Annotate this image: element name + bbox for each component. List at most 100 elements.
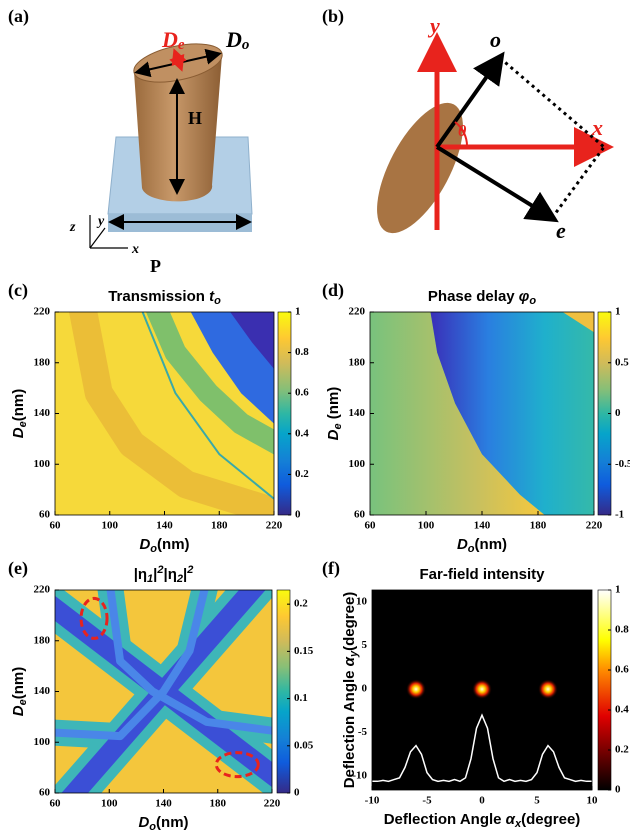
text-part: y [427,13,440,38]
text-part: D [457,536,468,553]
diagram-label: y [427,13,440,38]
colorbar [278,312,291,515]
colorbar-tick-label: 1 [615,306,621,318]
text-part: Far-field intensity [419,566,545,583]
panel-label: (a) [8,6,29,27]
y-tick-label: 140 [34,685,51,697]
y-axis-label: De (nm) [325,387,344,441]
y-axis-label: Deflection Angle αy(degree) [341,592,360,789]
text-part: x [591,115,603,140]
colorbar-tick-label: 0.8 [615,624,629,636]
colorbar-tick-label: -0.5 [615,458,630,470]
y-tick-label: 140 [349,407,366,419]
colorbar-tick-label: 0.2 [615,744,629,756]
colorbar-tick-label: 0.4 [615,704,629,716]
text-part: o [490,27,501,52]
diagram-label: z [69,220,76,235]
x-tick-label: 100 [102,520,119,532]
y-tick-label: 100 [349,458,366,470]
y-tick-label: -5 [358,726,368,738]
diagram-label: e [556,218,566,243]
colorbar-tick-label: 1 [295,306,301,318]
y-tick-label: 100 [34,458,51,470]
text-part: y [96,214,105,229]
colorbar-tick-label: 0 [295,509,301,521]
x-tick-label: 220 [264,798,281,810]
y-tick-label: 60 [39,509,51,521]
x-axis-label: Do(nm) [138,814,188,833]
colorbar-tick-label: 0.1 [294,692,308,704]
text-part: (nm) [156,814,189,831]
text-part: D [225,27,242,52]
colorbar [598,590,611,790]
x-tick-label: 60 [365,520,377,532]
y-tick-label: 100 [34,736,51,748]
text-part: Transmission [108,288,209,305]
text-part: (nm) [157,536,190,553]
text-part: D [138,814,149,831]
text-part: x [131,242,139,257]
text-part: 2 [176,573,183,585]
heatmap [372,590,592,790]
colorbar-tick-label: 0.6 [615,664,629,676]
x-tick-label: 100 [101,798,118,810]
diagram-label: Do [225,27,249,53]
figure: (a)(b)DeDoHPzyxyoθxe60100140180220601001… [0,0,630,833]
x-tick-label: 10 [587,795,599,807]
x-tick-label: 140 [155,798,172,810]
x-axis-label: Do(nm) [457,536,507,555]
heatmap [370,312,594,515]
x-tick-label: 100 [418,520,435,532]
text-part: θ [458,123,467,140]
colorbar-tick-label: 0.5 [615,356,629,368]
colorbar-tick-label: 0.15 [294,645,314,657]
y-axis-label: De(nm) [10,667,29,716]
intensity-spot [472,679,492,699]
colorbar-tick-label: 0.8 [295,346,309,358]
diagram-label: y [96,214,105,229]
x-tick-label: 180 [211,520,228,532]
y-tick-label: 220 [34,584,51,596]
text-part: e [178,37,185,53]
text-part: D [10,705,27,716]
text-part: φ [519,288,530,305]
text-part: o [214,295,221,307]
x-tick-label: 140 [474,520,491,532]
text-part: (degree) [521,811,580,828]
x-tick-label: 0 [479,795,485,807]
y-axis-label: De(nm) [10,389,29,438]
diagram-label: x [131,242,139,257]
x-tick-label: 180 [530,520,547,532]
x-tick-label: 60 [50,798,62,810]
text-part: o [529,295,536,307]
text-part: Deflection Angle [341,666,358,788]
x-axis-label: Deflection Angle αx(degree) [384,811,581,830]
panel-label: (d) [322,280,344,301]
text-part: D [325,429,342,440]
chart-title: |η1|2|η2|2 [134,564,194,585]
colorbar-tick-label: 0.6 [295,387,309,399]
text-part: (nm) [475,536,508,553]
x-tick-label: 140 [156,520,173,532]
diagram-label: De [161,27,185,53]
panel-label: (c) [8,280,28,301]
text-part: z [69,220,76,235]
text-part: Phase delay [428,288,519,305]
y-tick-label: 140 [34,407,51,419]
diagram-a [90,37,252,248]
text-part: Deflection Angle [384,811,506,828]
y-tick-label: 220 [34,306,51,318]
x-tick-label: 220 [266,520,283,532]
x-axis-label: Do(nm) [139,536,189,555]
colorbar-tick-label: 0.2 [295,468,309,480]
colorbar-tick-label: 0 [615,407,621,419]
colorbar-tick-label: 1 [615,584,621,596]
text-part: (nm) [10,667,27,700]
colorbar [277,590,290,793]
x-tick-label: -10 [365,795,380,807]
diagram-b [360,42,604,246]
intensity-spot [538,679,558,699]
y-tick-label: 5 [362,639,368,651]
panel-label: (b) [322,6,344,27]
diagram-label: θ [458,123,467,140]
